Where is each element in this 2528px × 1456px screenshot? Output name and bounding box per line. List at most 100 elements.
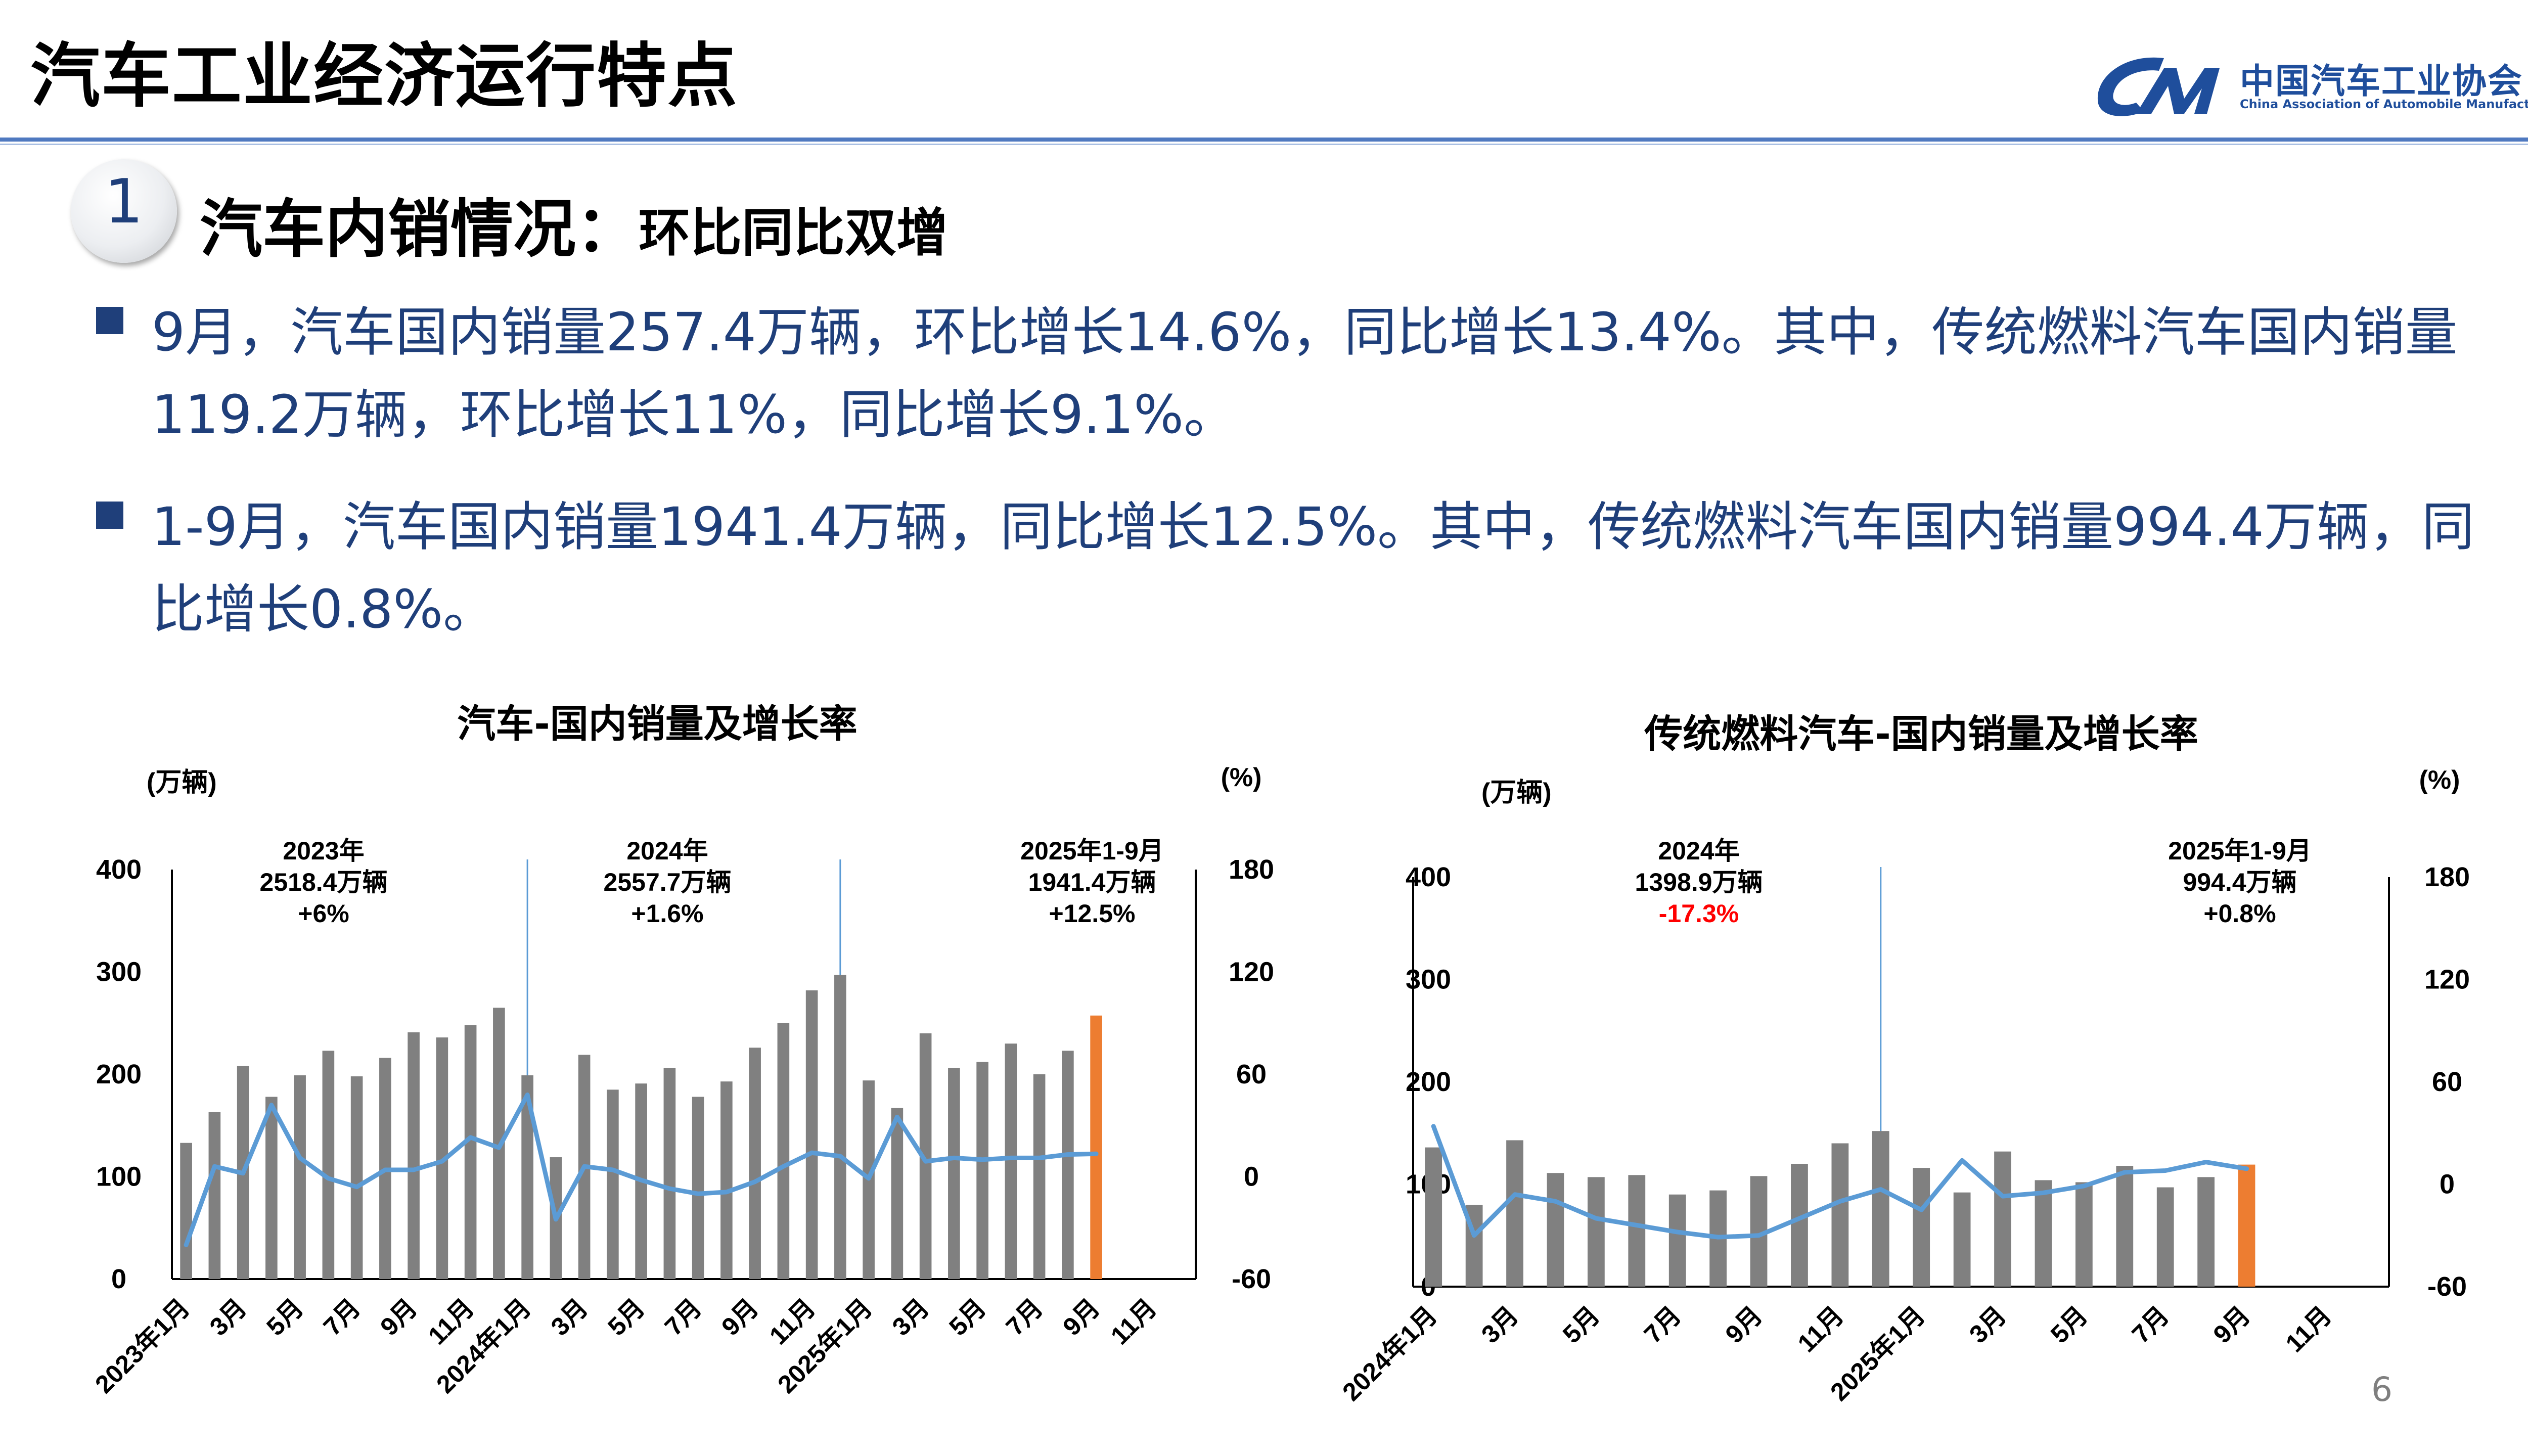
y-tick-label: 100: [96, 1162, 142, 1192]
bar: [2238, 1164, 2255, 1287]
chart-1-title: 汽车-国内销量及增长率: [457, 701, 857, 746]
bar: [436, 1037, 448, 1279]
y-tick-label: 200: [1406, 1067, 1451, 1097]
bar: [208, 1112, 221, 1279]
y-tick-label: 300: [96, 957, 142, 987]
y2-tick-label: 0: [2440, 1169, 2455, 1200]
page-number: 6: [2371, 1370, 2392, 1409]
x-tick-label: 3月: [1964, 1301, 2012, 1349]
x-tick-label: 2024年1月: [1337, 1301, 1442, 1406]
period-annotation: +1.6%: [631, 899, 703, 928]
caam-logo-icon: [2097, 57, 2220, 116]
bar: [607, 1089, 619, 1279]
bar: [720, 1081, 733, 1279]
period-annotation: +6%: [298, 899, 349, 928]
x-tick-label: 5月: [2045, 1301, 2093, 1349]
period-annotation: 2025年1-9月: [2168, 837, 2312, 865]
y2-tick-label: 180: [2424, 862, 2470, 892]
period-annotation: 2024年: [626, 837, 708, 865]
section-number-badge: [71, 159, 177, 263]
period-annotation: 1941.4万辆: [1028, 868, 1156, 896]
bar: [1587, 1177, 1605, 1287]
growth-rate-line: [184, 1093, 1099, 1247]
y-tick-label: 400: [1406, 862, 1451, 892]
bar: [1831, 1143, 1849, 1287]
bullet-2-line-1: 1-9月，汽车国内销量1941.4万辆，同比增长12.5%。其中，传统燃料汽车国…: [152, 496, 2474, 558]
y2-tick-label: 60: [2432, 1067, 2462, 1097]
bar: [1425, 1147, 1442, 1287]
bar: [1547, 1173, 1564, 1287]
bar: [692, 1097, 704, 1279]
bar: [834, 975, 846, 1279]
page-title: 汽车工业经济运行特点: [30, 35, 739, 117]
section-subtitle: 环比同比双增: [639, 203, 949, 263]
bar: [1913, 1168, 1930, 1287]
bar: [464, 1025, 477, 1279]
y2-tick-label: -60: [2427, 1271, 2467, 1302]
period-annotation: 1398.9万辆: [1635, 868, 1763, 896]
bar: [521, 1075, 533, 1279]
section-title-main: 汽车内销情况：: [200, 193, 639, 266]
y-axis-unit-label: (万辆): [147, 768, 217, 797]
period-annotation: +12.5%: [1049, 899, 1136, 928]
chart-2-title: 传统燃料汽车-国内销量及增长率: [1644, 711, 2198, 756]
y-tick-label: 300: [1406, 965, 1451, 995]
bar: [294, 1075, 306, 1279]
x-tick-label: 5月: [1557, 1301, 1605, 1349]
bullet-1-line-2: 119.2万辆，环比增长11%，同比增长9.1%。: [152, 384, 1237, 445]
bar: [919, 1033, 932, 1279]
x-tick-label: 7月: [2127, 1301, 2175, 1349]
y2-tick-label: 120: [1229, 957, 1274, 987]
header-rule: [0, 138, 2528, 142]
bar: [180, 1143, 192, 1279]
bar: [777, 1023, 790, 1279]
x-tick-label: 11月: [1792, 1301, 1849, 1357]
bullet-1-line-1: 9月，汽车国内销量257.4万辆，环比增长14.6%，同比增长13.4%。其中，…: [152, 301, 2458, 363]
y-tick-label: 400: [96, 854, 142, 885]
x-tick-label: 9月: [1720, 1301, 1768, 1349]
bar: [1090, 1015, 1102, 1279]
bar: [265, 1097, 278, 1279]
bullet-marker: [96, 502, 123, 529]
period-annotation: 994.4万辆: [2183, 868, 2296, 896]
bar: [2116, 1166, 2134, 1287]
period-annotation: -17.3%: [1659, 899, 1739, 928]
y-tick-label: 200: [96, 1059, 142, 1089]
bar: [322, 1051, 335, 1279]
bar: [1628, 1175, 1646, 1287]
header-rule-thin: [0, 144, 2528, 145]
y2-axis-unit-label: (%): [2419, 765, 2460, 795]
x-tick-label: 9月: [2208, 1301, 2256, 1349]
period-annotation: 2023年: [283, 837, 364, 865]
logo-chinese-name: 中国汽车工业协会: [2240, 62, 2523, 102]
bar: [2035, 1180, 2052, 1287]
bar: [805, 990, 818, 1279]
bar: [1506, 1140, 1523, 1287]
growth-rate-line: [1431, 1124, 2249, 1240]
bullet-marker: [96, 307, 123, 334]
bar: [2197, 1177, 2215, 1287]
period-annotation: 2518.4万辆: [260, 868, 388, 896]
x-tick-label: 11月: [2280, 1301, 2337, 1357]
bar: [948, 1068, 960, 1279]
y-tick-label: 0: [111, 1264, 126, 1294]
bar: [749, 1048, 761, 1279]
bar: [1994, 1151, 2011, 1287]
y2-axis-unit-label: (%): [1221, 763, 1262, 792]
section-number: 1: [104, 167, 144, 237]
period-annotation: +0.8%: [2203, 899, 2276, 928]
bar: [976, 1062, 988, 1279]
bar: [1005, 1043, 1017, 1279]
bar: [891, 1108, 904, 1279]
period-annotation: 2025年1-9月: [1020, 837, 1164, 865]
y2-tick-label: 60: [1236, 1059, 1267, 1089]
y2-tick-label: 180: [1229, 854, 1274, 885]
caam-logo: 中国汽车工业协会 China Association of Automobile…: [2088, 48, 2528, 124]
y-axis-unit-label: (万辆): [1481, 778, 1552, 807]
bar: [350, 1076, 363, 1279]
bar: [1062, 1051, 1074, 1279]
bar: [408, 1032, 420, 1279]
bullet-2-line-2: 比增长0.8%。: [152, 578, 496, 640]
